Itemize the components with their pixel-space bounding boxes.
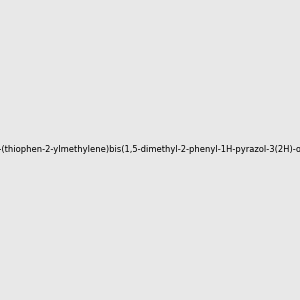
Text: 4,4'-(thiophen-2-ylmethylene)bis(1,5-dimethyl-2-phenyl-1H-pyrazol-3(2H)-one): 4,4'-(thiophen-2-ylmethylene)bis(1,5-dim… [0, 146, 300, 154]
